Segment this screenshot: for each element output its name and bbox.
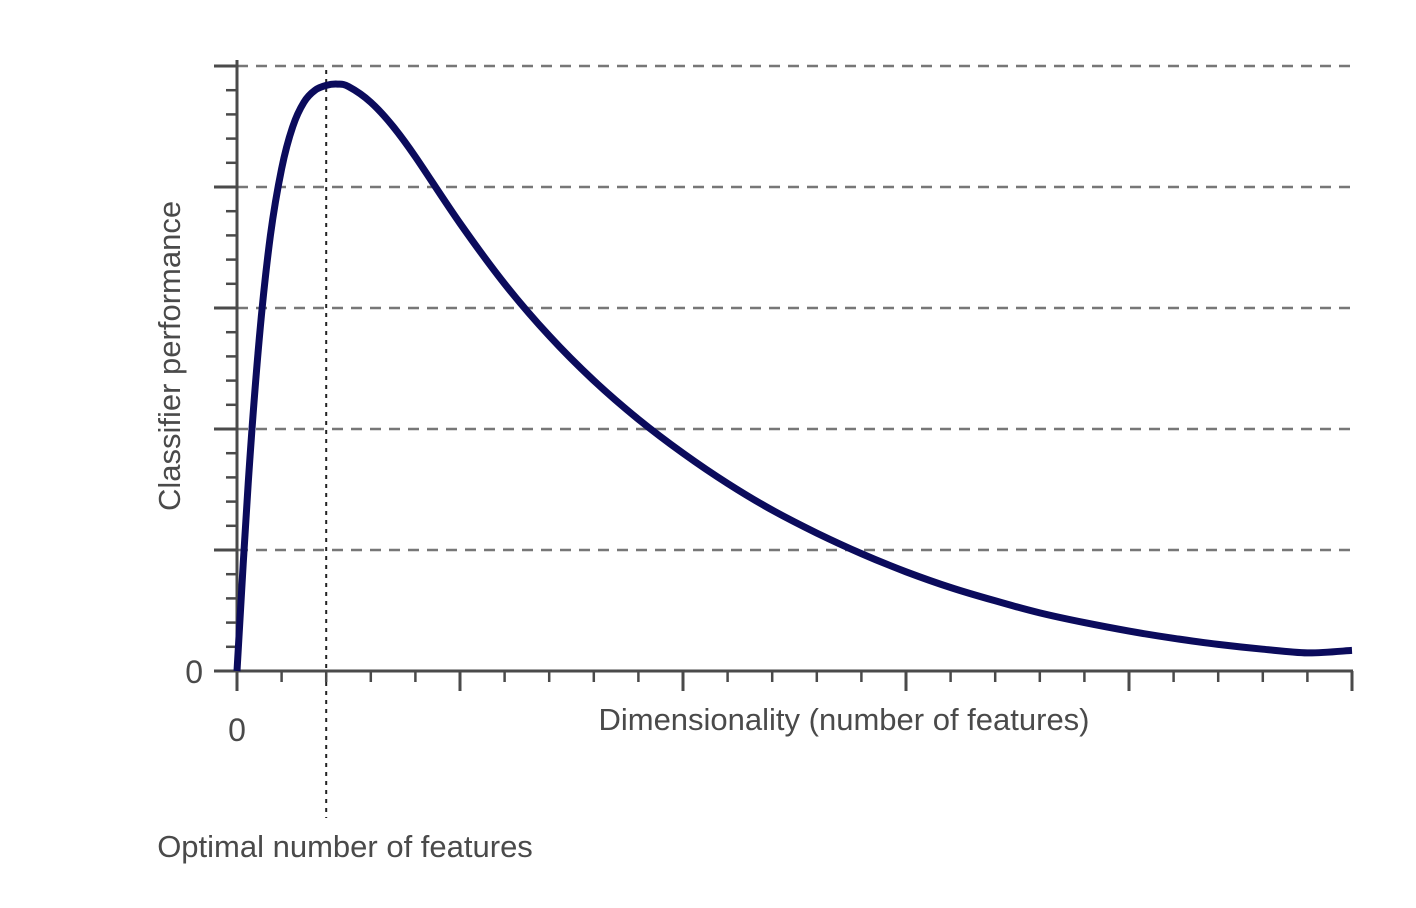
x-axis-label: Dimensionality (number of features) bbox=[598, 702, 1089, 737]
optimal-features-label: Optimal number of features bbox=[157, 829, 533, 864]
performance-curve bbox=[233, 80, 1353, 672]
y-axis-label: Classifier performance bbox=[152, 201, 187, 511]
x-ticks bbox=[235, 671, 1354, 691]
x-tick-label: 0 bbox=[228, 712, 246, 748]
label-layer: 0 0 Dimensionality (number of features) … bbox=[152, 201, 1090, 864]
y-tick-label: 0 bbox=[185, 654, 203, 690]
y-ticks bbox=[214, 64, 237, 673]
series-layer bbox=[233, 80, 1353, 672]
grid-layer bbox=[237, 64, 1356, 552]
axis-layer bbox=[214, 60, 1354, 691]
